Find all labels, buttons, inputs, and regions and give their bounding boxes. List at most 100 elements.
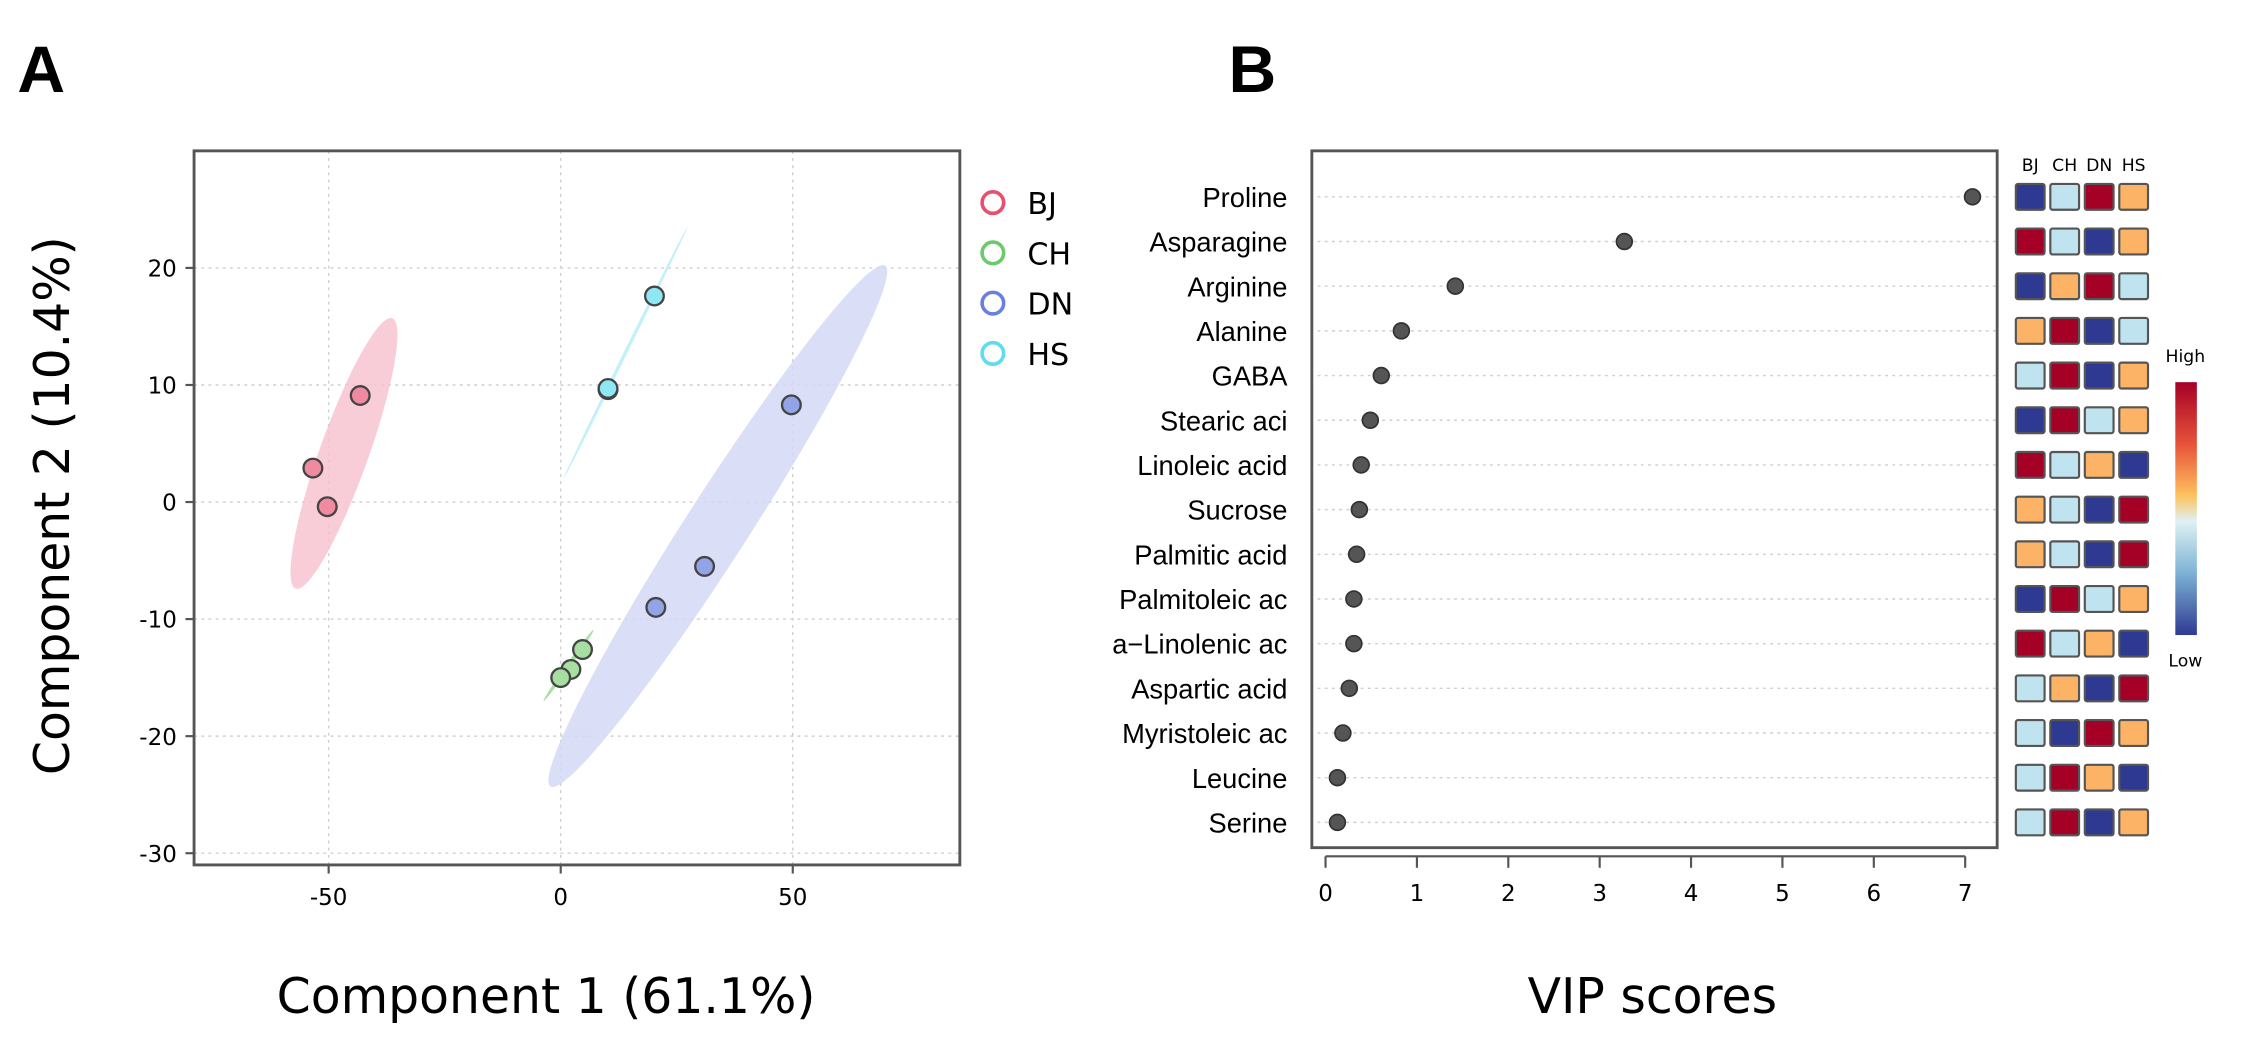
y-tick-label: 10 — [148, 374, 177, 400]
confidence-ellipse-dn — [548, 265, 888, 788]
heatmap-cell — [2049, 182, 2081, 211]
heatmap-cell — [2118, 808, 2150, 837]
heatmap-column-label: DN — [2086, 156, 2112, 176]
heatmap-cell — [2083, 272, 2115, 301]
vip-dot — [1615, 232, 1634, 251]
heatmap-cell — [2118, 629, 2150, 658]
y-tick-label: -20 — [139, 725, 177, 751]
row-label: Stearic aci — [1160, 405, 1287, 436]
row-label: Linoleic acid — [1137, 450, 1287, 481]
row-label: Proline — [1202, 182, 1287, 213]
data-point-dn — [780, 394, 802, 416]
row-label: Asparagine — [1149, 227, 1287, 258]
heatmap-cell — [2118, 272, 2150, 301]
heatmap-cell — [2014, 361, 2046, 390]
colorbar — [2175, 382, 2197, 636]
heatmap-cell — [2118, 719, 2150, 748]
heatmap-cell — [2083, 629, 2115, 658]
x-tick-label: 7 — [1958, 881, 1973, 907]
heatmap-cell — [2083, 182, 2115, 211]
heatmap-cell — [2083, 719, 2115, 748]
heatmap-cell — [2118, 406, 2150, 435]
vip-dot — [1352, 456, 1370, 474]
legend-label: CH — [1027, 237, 1071, 272]
x-tick-label: 1 — [1410, 881, 1425, 907]
legend-marker-bj — [980, 190, 1006, 216]
heatmap-cell — [2049, 629, 2081, 658]
x-tick-label: -50 — [310, 885, 348, 911]
heatmap-cell — [2118, 584, 2150, 613]
data-point-hs — [597, 377, 619, 399]
legend-label: DN — [1027, 288, 1073, 323]
vip-dot — [1392, 322, 1411, 340]
heatmap-cell — [2049, 316, 2081, 345]
heatmap-cell — [2083, 674, 2115, 703]
heatmap-column-label: BJ — [2022, 156, 2039, 176]
x-tick-label: 5 — [1775, 881, 1790, 907]
vip-dot — [1361, 411, 1380, 430]
vip-dot — [1328, 768, 1347, 787]
heatmap-cell — [2049, 272, 2081, 301]
heatmap-cell — [2083, 495, 2115, 524]
heatmap-cell — [2014, 182, 2046, 211]
colorbar-low-label: Low — [2168, 652, 2202, 672]
vip-dot — [1340, 679, 1359, 698]
row-label: Aspartic acid — [1131, 673, 1287, 704]
heatmap-cell — [2049, 540, 2081, 569]
data-point-dn — [694, 555, 716, 577]
row-label: Palmitic acid — [1134, 539, 1287, 570]
heatmap-cell — [2014, 406, 2046, 435]
heatmap-cell — [2049, 495, 2081, 524]
legend-label: BJ — [1027, 187, 1057, 222]
confidence-ellipse-hs — [563, 226, 688, 479]
legend-label: HS — [1027, 338, 1069, 373]
row-label: Alanine — [1196, 316, 1287, 347]
heatmap-cell — [2049, 584, 2081, 613]
row-label: Serine — [1209, 807, 1288, 838]
x-tick-label: 50 — [778, 885, 807, 911]
heatmap-cell — [2118, 763, 2150, 792]
data-point-bj — [349, 385, 371, 406]
x-axis-title: VIP scores — [1528, 968, 1777, 1025]
heatmap-cell — [2049, 808, 2081, 837]
heatmap-cell — [2014, 227, 2046, 256]
row-label: Leucine — [1192, 763, 1288, 794]
heatmap-cell — [2083, 450, 2115, 479]
vip-dot — [1347, 545, 1366, 564]
plot-frame — [192, 149, 962, 867]
heatmap-cell — [2118, 361, 2150, 390]
vip-dot — [1328, 813, 1347, 832]
heatmap-cell — [2118, 227, 2150, 256]
row-label: Sucrose — [1187, 495, 1287, 526]
x-tick-label: 6 — [1866, 881, 1881, 907]
x-tick-label: 4 — [1684, 881, 1699, 907]
y-axis-title: Component 2 (10.4%) — [24, 236, 81, 775]
data-point-bj — [302, 457, 324, 479]
heatmap-cell — [2014, 719, 2046, 748]
heatmap-cell — [2083, 316, 2115, 345]
heatmap-column-label: CH — [2052, 156, 2077, 176]
x-tick-label: 0 — [553, 885, 568, 911]
heatmap-cell — [2014, 272, 2046, 301]
y-tick-label: -30 — [139, 842, 177, 868]
legend-marker-hs — [980, 340, 1006, 367]
heatmap-cell — [2049, 361, 2081, 390]
heatmap-cell — [2118, 450, 2150, 479]
x-axis-title: Component 1 (61.1%) — [277, 968, 816, 1025]
heatmap-cell — [2118, 495, 2150, 524]
x-tick-label: 0 — [1318, 881, 1333, 907]
legend-marker-ch — [980, 240, 1006, 266]
heatmap-cell — [2083, 584, 2115, 613]
heatmap-cell — [2014, 674, 2046, 703]
vip-dot — [1372, 366, 1391, 385]
heatmap-cell — [2083, 227, 2115, 256]
heatmap-cell — [2014, 584, 2046, 613]
heatmap-cell — [2118, 182, 2150, 211]
heatmap-cell — [2014, 450, 2046, 479]
data-point-dn — [645, 596, 667, 618]
plot-frame — [1310, 149, 1999, 850]
vip-dot — [1446, 277, 1465, 295]
data-point-ch — [550, 667, 572, 689]
heatmap-cell — [2014, 495, 2046, 524]
vip-dot — [1345, 634, 1363, 653]
